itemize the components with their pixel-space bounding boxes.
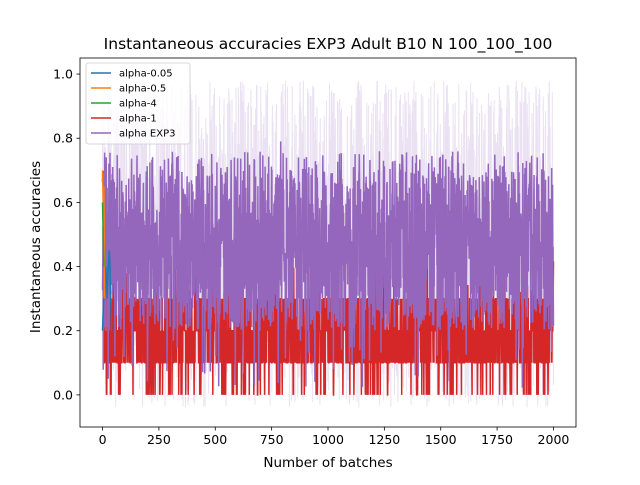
y-tick-label: 0.6 <box>53 195 73 210</box>
x-tick-label: 250 <box>147 432 171 447</box>
legend-box <box>85 62 191 145</box>
x-tick-label: 0 <box>99 432 107 447</box>
x-tick-label: 1250 <box>368 432 400 447</box>
x-tick-label: 750 <box>260 432 284 447</box>
y-tick-label: 0.4 <box>53 259 73 274</box>
plot-area <box>101 80 555 408</box>
y-tick-label: 0.2 <box>53 323 73 338</box>
y-tick-label: 0.8 <box>53 131 73 146</box>
legend: alpha-0.05 alpha-0.5 alpha-4 alpha-1 alpha E… <box>85 62 191 145</box>
legend-label: alpha-0.05 <box>119 69 173 80</box>
chart-title: Instantaneous accuracies EXP3 Adult B10 … <box>104 35 553 54</box>
legend-label: alpha-1 <box>119 114 157 125</box>
y-axis-label: Instantaneous accuracies <box>28 161 44 333</box>
legend-label: alpha-4 <box>119 99 157 110</box>
legend-label: alpha-0.5 <box>119 84 166 95</box>
series-line-alpha-4 <box>101 202 105 267</box>
series-line-alpha-0.5 <box>101 170 106 299</box>
legend-label: alpha EXP3 <box>119 129 175 140</box>
x-tick-label: 1500 <box>425 432 457 447</box>
x-tick-label: 1750 <box>481 432 513 447</box>
y-tick-label: 0.0 <box>53 387 73 402</box>
y-tick-label: 1.0 <box>53 67 73 82</box>
x-tick-label: 1000 <box>312 432 344 447</box>
x-tick-label: 2000 <box>538 432 570 447</box>
axes: 0 250 500 750 1000 1250 1500 1750 2000 0.0 0.2 0.4 0… <box>53 57 577 447</box>
series-line-alpha-exp3 <box>101 141 555 388</box>
x-tick-label: 500 <box>203 432 227 447</box>
x-axis-label: Number of batches <box>263 455 392 471</box>
